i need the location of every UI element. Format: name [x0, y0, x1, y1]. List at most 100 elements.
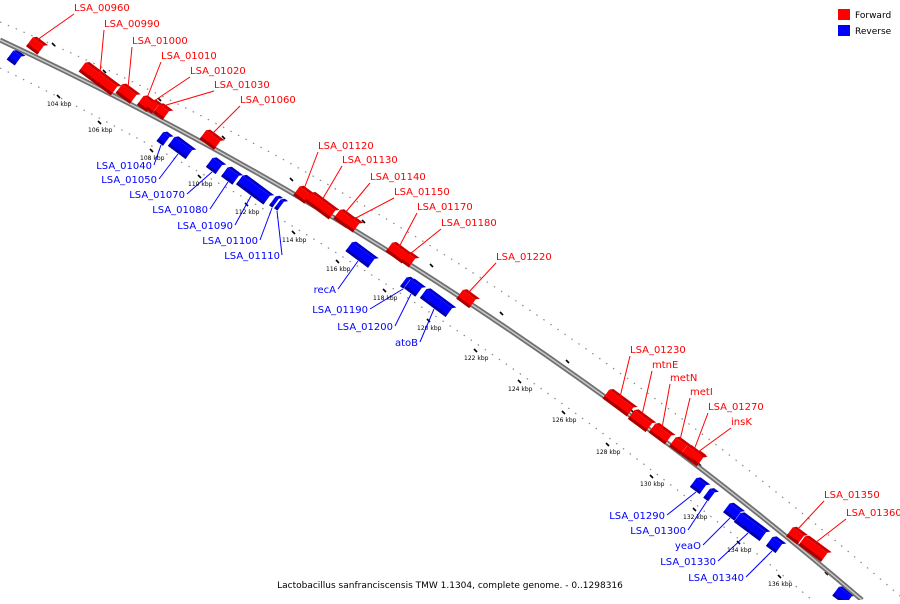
kbp-label: 132 kbp: [683, 514, 708, 521]
LSA_01190-leader: [369, 288, 404, 310]
LSA_01170-forward-block: [385, 242, 413, 264]
kbp-label: 130 kbp: [640, 481, 665, 488]
kbp-label: 112 kbp: [235, 209, 260, 216]
gene-label-LSA_01300[interactable]: LSA_01300: [630, 526, 686, 537]
metN-leader: [661, 383, 671, 429]
LSA_01230-leader: [619, 355, 631, 398]
LSA_01340-reverse-block: [765, 536, 787, 553]
gene-label-LSA_01120[interactable]: LSA_01120: [318, 141, 374, 152]
gene-label-LSA_01330[interactable]: LSA_01330: [660, 557, 716, 568]
LSA_01230-forward-block: [602, 389, 638, 417]
metI-leader: [679, 397, 691, 441]
LSA_01200-reverse-block: [404, 278, 427, 297]
LSA_01340-leader: [745, 550, 773, 578]
gene-label-LSA_01050[interactable]: LSA_01050: [101, 175, 157, 186]
gene-label-LSA_01010[interactable]: LSA_01010: [161, 51, 217, 62]
LSA_00960-forward-block: [26, 36, 49, 55]
LSA_01180-leader: [409, 228, 442, 255]
LSA_00990-forward-block: [78, 62, 122, 96]
major-tick: [221, 135, 226, 140]
kbp-label: 122 kbp: [464, 355, 489, 362]
legend-reverse-swatch: [838, 25, 850, 36]
kbp-label: 136 kbp: [768, 581, 793, 588]
LSA_01360-forward-block: [798, 535, 832, 562]
recA-reverse-block: [345, 241, 379, 268]
gene-label-mtnE[interactable]: mtnE: [652, 360, 678, 371]
gene-label-LSA_01130[interactable]: LSA_01130: [342, 155, 398, 166]
major-tick: [824, 571, 829, 576]
gene-label-LSA_01360[interactable]: LSA_01360: [846, 508, 900, 519]
gene-label-atoB[interactable]: atoB: [395, 338, 418, 349]
gene-label-LSA_01230[interactable]: LSA_01230: [630, 345, 686, 356]
label-leader-lines: [36, 13, 847, 578]
legend-forward-label: Forward: [855, 11, 891, 21]
LSA_01080-reverse-block: [221, 166, 244, 185]
LSA_01080-leader: [209, 181, 229, 210]
LSA_01000-forward-block: [115, 83, 141, 104]
gene-label-LSA_01350[interactable]: LSA_01350: [824, 490, 880, 501]
LSA_01030-leader: [162, 90, 215, 107]
gene-label-LSA_01180[interactable]: LSA_01180: [441, 218, 497, 229]
major-tick: [361, 219, 366, 224]
reverse-gene-blocks: [6, 49, 856, 604]
gene-label-recA[interactable]: recA: [314, 285, 337, 296]
gene-label-metN[interactable]: metN: [670, 373, 697, 384]
gene-label-LSA_01000[interactable]: LSA_01000: [132, 36, 188, 47]
kbp-tick: [97, 120, 102, 125]
kbp-tick: [291, 230, 296, 235]
gene-label-LSA_01290[interactable]: LSA_01290: [609, 511, 665, 522]
gene-label-LSA_01190[interactable]: LSA_01190: [312, 305, 368, 316]
LSA_01350-leader: [796, 500, 825, 531]
LSA_01170-leader: [398, 212, 418, 248]
gene-label-LSA_01090[interactable]: LSA_01090: [177, 221, 233, 232]
LSA_01130-forward-block: [304, 192, 340, 220]
kbp-tick: [426, 318, 431, 323]
gene-label-LSA_01040[interactable]: LSA_01040: [96, 161, 152, 172]
LSA_01300-reverse-block: [703, 488, 719, 502]
gene-label-LSA_01100[interactable]: LSA_01100: [202, 236, 258, 247]
gene-label-LSA_01140[interactable]: LSA_01140: [370, 172, 426, 183]
gene-label-LSA_01340[interactable]: LSA_01340: [688, 573, 744, 584]
gene-label-metI[interactable]: metI: [690, 387, 713, 398]
genome-caption: Lactobacillus sanfranciscensis TMW 1.130…: [277, 581, 623, 591]
LSA_01000-leader: [127, 46, 133, 89]
gene-label-LSA_01110[interactable]: LSA_01110: [224, 251, 280, 262]
LSA_01350-forward-block: [786, 526, 809, 545]
atoB-leader: [419, 308, 435, 343]
kbp-label: 108 kbp: [140, 155, 165, 162]
gene-label-LSA_01170[interactable]: LSA_01170: [417, 202, 473, 213]
gene-label-LSA_01070[interactable]: LSA_01070: [129, 190, 185, 201]
kbp-label: 120 kbp: [417, 325, 442, 332]
LSA_00990-leader: [99, 29, 105, 74]
LSA_01110-leader: [276, 210, 283, 256]
LSA_01050-leader: [158, 153, 179, 180]
LSA_01050-reverse-block: [167, 136, 197, 159]
kbp-label: 118 kbp: [373, 295, 398, 302]
LSA_01290-reverse-block: [689, 477, 711, 494]
major-tick: [499, 311, 504, 316]
LSA_01090-leader: [234, 195, 252, 226]
gene-label-LSA_01200[interactable]: LSA_01200: [337, 322, 393, 333]
gene-label-LSA_00960[interactable]: LSA_00960: [74, 3, 130, 14]
gene-label-yeaO[interactable]: yeaO: [675, 541, 701, 552]
kbp-label: 114 kbp: [282, 237, 307, 244]
gene-label-LSA_01150[interactable]: LSA_01150: [394, 187, 450, 198]
gene-label-LSA_00990[interactable]: LSA_00990: [104, 19, 160, 30]
edge-reverse-left-block: [6, 49, 26, 66]
gene-label-LSA_01020[interactable]: LSA_01020: [190, 66, 246, 77]
gene-label-LSA_01060[interactable]: LSA_01060: [240, 95, 296, 106]
kbp-tick: [517, 379, 522, 384]
gene-label-LSA_01080[interactable]: LSA_01080: [152, 205, 208, 216]
LSA_01220-leader: [467, 262, 497, 294]
gene-label-LSA_01030[interactable]: LSA_01030: [214, 80, 270, 91]
gene-label-LSA_01220[interactable]: LSA_01220: [496, 252, 552, 263]
gene-label-insK[interactable]: insK: [731, 417, 752, 428]
major-tick: [289, 177, 294, 182]
yeaO-leader: [702, 517, 731, 546]
LSA_01100-leader: [259, 207, 273, 241]
major-tick: [565, 359, 570, 364]
kbp-tick: [473, 348, 478, 353]
gene-label-LSA_01270[interactable]: LSA_01270: [708, 402, 764, 413]
LSA_01130-leader: [321, 165, 343, 201]
